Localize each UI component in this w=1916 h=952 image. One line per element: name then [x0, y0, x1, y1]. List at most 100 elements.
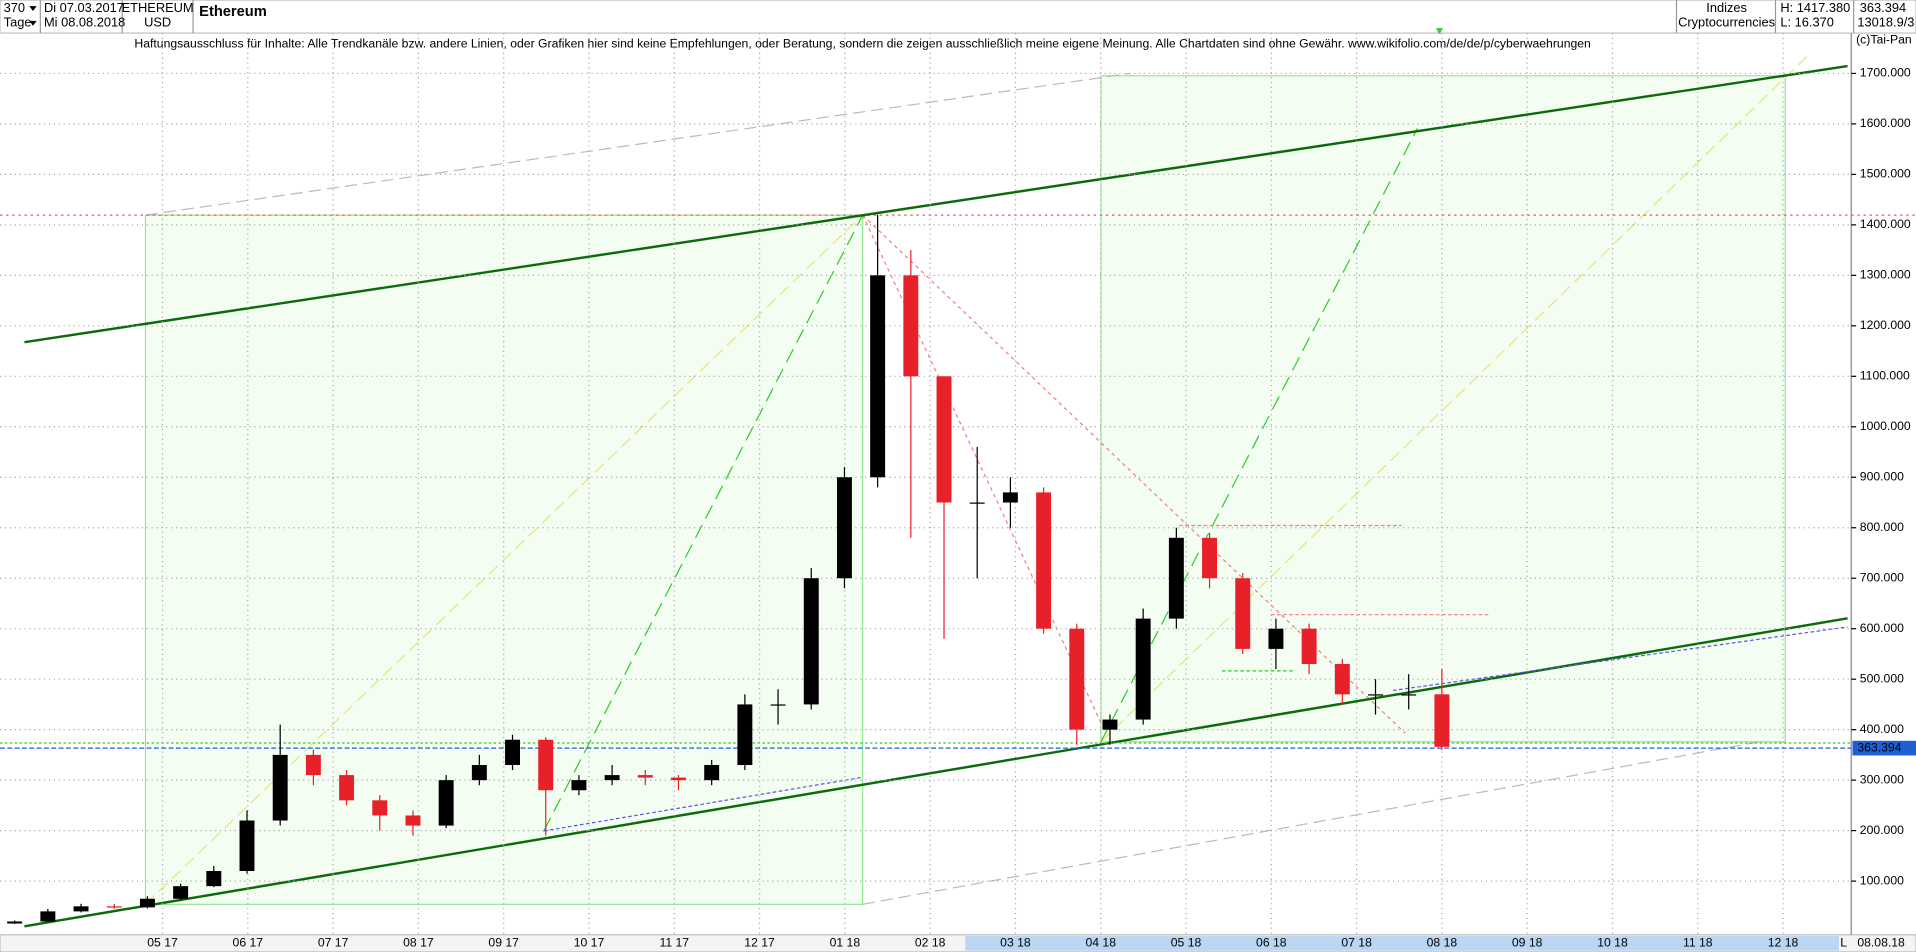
candle-body	[770, 704, 786, 706]
header: 370 Tage Di 07.03.2017 Mi 08.08.2018 ETH…	[0, 0, 1916, 34]
x-tick-label: 01 18	[830, 936, 861, 950]
trend-line	[1100, 128, 1418, 743]
candle-body	[1434, 694, 1450, 747]
y-tick-label: 1400.000	[1860, 217, 1911, 231]
x-tick-label: 07 18	[1341, 936, 1372, 950]
y-tick-label: 200.000	[1860, 823, 1904, 837]
trend-line	[1392, 626, 1848, 692]
candle-body	[272, 754, 288, 821]
disclaimer: Haftungsausschluss für Inhalte: Alle Tre…	[134, 36, 1590, 50]
candle-body	[73, 906, 89, 912]
candle-body	[405, 815, 421, 826]
candle-body	[1202, 537, 1218, 579]
x-tick-label: 08 18	[1427, 936, 1458, 950]
dropdown-icon[interactable]	[29, 20, 37, 26]
y-tick-label: 1100.000	[1860, 369, 1910, 383]
candle-body	[1268, 628, 1284, 649]
candle-body	[505, 739, 521, 765]
x-tick-label: 06 18	[1256, 936, 1287, 950]
x-tick-label: 11 18	[1683, 936, 1713, 950]
candle-body	[1135, 618, 1151, 720]
group: Indizes	[1706, 0, 1747, 15]
range-box	[1100, 75, 1786, 743]
high: H: 1417.380	[1780, 0, 1850, 15]
y-tick-label: 800.000	[1860, 520, 1904, 534]
candle-body	[1334, 664, 1350, 695]
candle-body	[737, 704, 753, 765]
header-bar	[0, 0, 1916, 34]
x-tick-label: 02 18	[915, 936, 946, 950]
currency: USD	[144, 15, 171, 30]
marker	[1435, 28, 1444, 35]
candle-body	[1368, 694, 1383, 696]
from-date: Di 07.03.2017	[44, 0, 124, 15]
trend-line	[862, 741, 1760, 905]
y-tick-label: 700.000	[1860, 570, 1904, 584]
candle-body	[1301, 628, 1317, 665]
candle-body	[671, 777, 686, 781]
trend-line	[145, 72, 1131, 216]
dropdown-icon[interactable]	[29, 6, 37, 12]
y-tick-label: 1300.000	[1860, 268, 1911, 282]
plot: 100.000 200.000 300.000 400.000 500.000 600.0…	[0, 33, 1916, 950]
candle-body	[173, 886, 189, 899]
x-tick-label: 12 17	[744, 936, 775, 950]
y-tick-label: 600.000	[1860, 621, 1904, 635]
annotations	[0, 54, 1916, 928]
candle-body	[836, 477, 852, 579]
period[interactable]: Tage	[4, 15, 32, 30]
candle-body	[936, 376, 952, 503]
y-tick-label: 1600.000	[1860, 116, 1911, 130]
candle-body	[1102, 719, 1118, 730]
candle-body	[40, 911, 56, 922]
x-tick-label: 04 18	[1085, 936, 1116, 950]
chart-title: Ethereum	[199, 4, 267, 20]
last-value-box	[1852, 740, 1916, 756]
x-tick-label: 09 17	[488, 936, 519, 950]
x-tick-label: 06 17	[233, 936, 264, 950]
end-date: 08.08.18	[1857, 936, 1905, 950]
trend-line	[543, 776, 863, 832]
candle-body	[969, 502, 985, 504]
trend-line	[543, 214, 864, 832]
candle-body	[903, 275, 919, 377]
y-tick-label: 500.000	[1860, 671, 1904, 685]
x-tick-label: 12 18	[1768, 936, 1799, 950]
y-tick-label: 300.000	[1860, 772, 1904, 786]
candle-body	[438, 780, 454, 826]
channel-line	[24, 64, 1848, 344]
candle-body	[538, 739, 554, 791]
candle-body	[7, 921, 23, 924]
x-tick-label: 11 17	[659, 936, 689, 950]
trend-line	[144, 214, 864, 905]
x-tick-label: 10 18	[1597, 936, 1628, 950]
x-tick-label: 05 18	[1171, 936, 1202, 950]
candle-body	[604, 775, 620, 781]
candle-body	[106, 906, 122, 908]
candle-body	[571, 780, 587, 791]
candle-body	[372, 800, 388, 816]
candle-body	[339, 775, 355, 801]
y-tick-label: 100.000	[1860, 873, 1904, 887]
x-tick-label: 05 17	[147, 936, 178, 950]
count[interactable]: 370	[4, 0, 25, 15]
candle-body	[206, 870, 222, 887]
brand: (c)Tai-Pan	[1856, 33, 1912, 47]
x-tick-label: 08 17	[403, 936, 434, 950]
x-tick-label: 03 18	[1000, 936, 1031, 950]
x-tick-label: 09 18	[1512, 936, 1543, 950]
last: 363.394	[1860, 0, 1906, 15]
time-highlight[interactable]	[965, 936, 1840, 951]
y-tick-label: 1500.000	[1860, 167, 1911, 181]
trend-line	[862, 214, 1107, 734]
to-date: Mi 08.08.2018	[44, 15, 125, 30]
candle-body	[1002, 492, 1018, 503]
candle-body	[239, 820, 255, 871]
candle-body	[803, 578, 819, 705]
y-tick-label: 900.000	[1860, 469, 1904, 483]
y-tick-label: 1700.000	[1860, 66, 1911, 80]
candle-body	[471, 764, 487, 781]
candle-body	[1235, 578, 1251, 649]
channel-line	[24, 617, 1848, 928]
